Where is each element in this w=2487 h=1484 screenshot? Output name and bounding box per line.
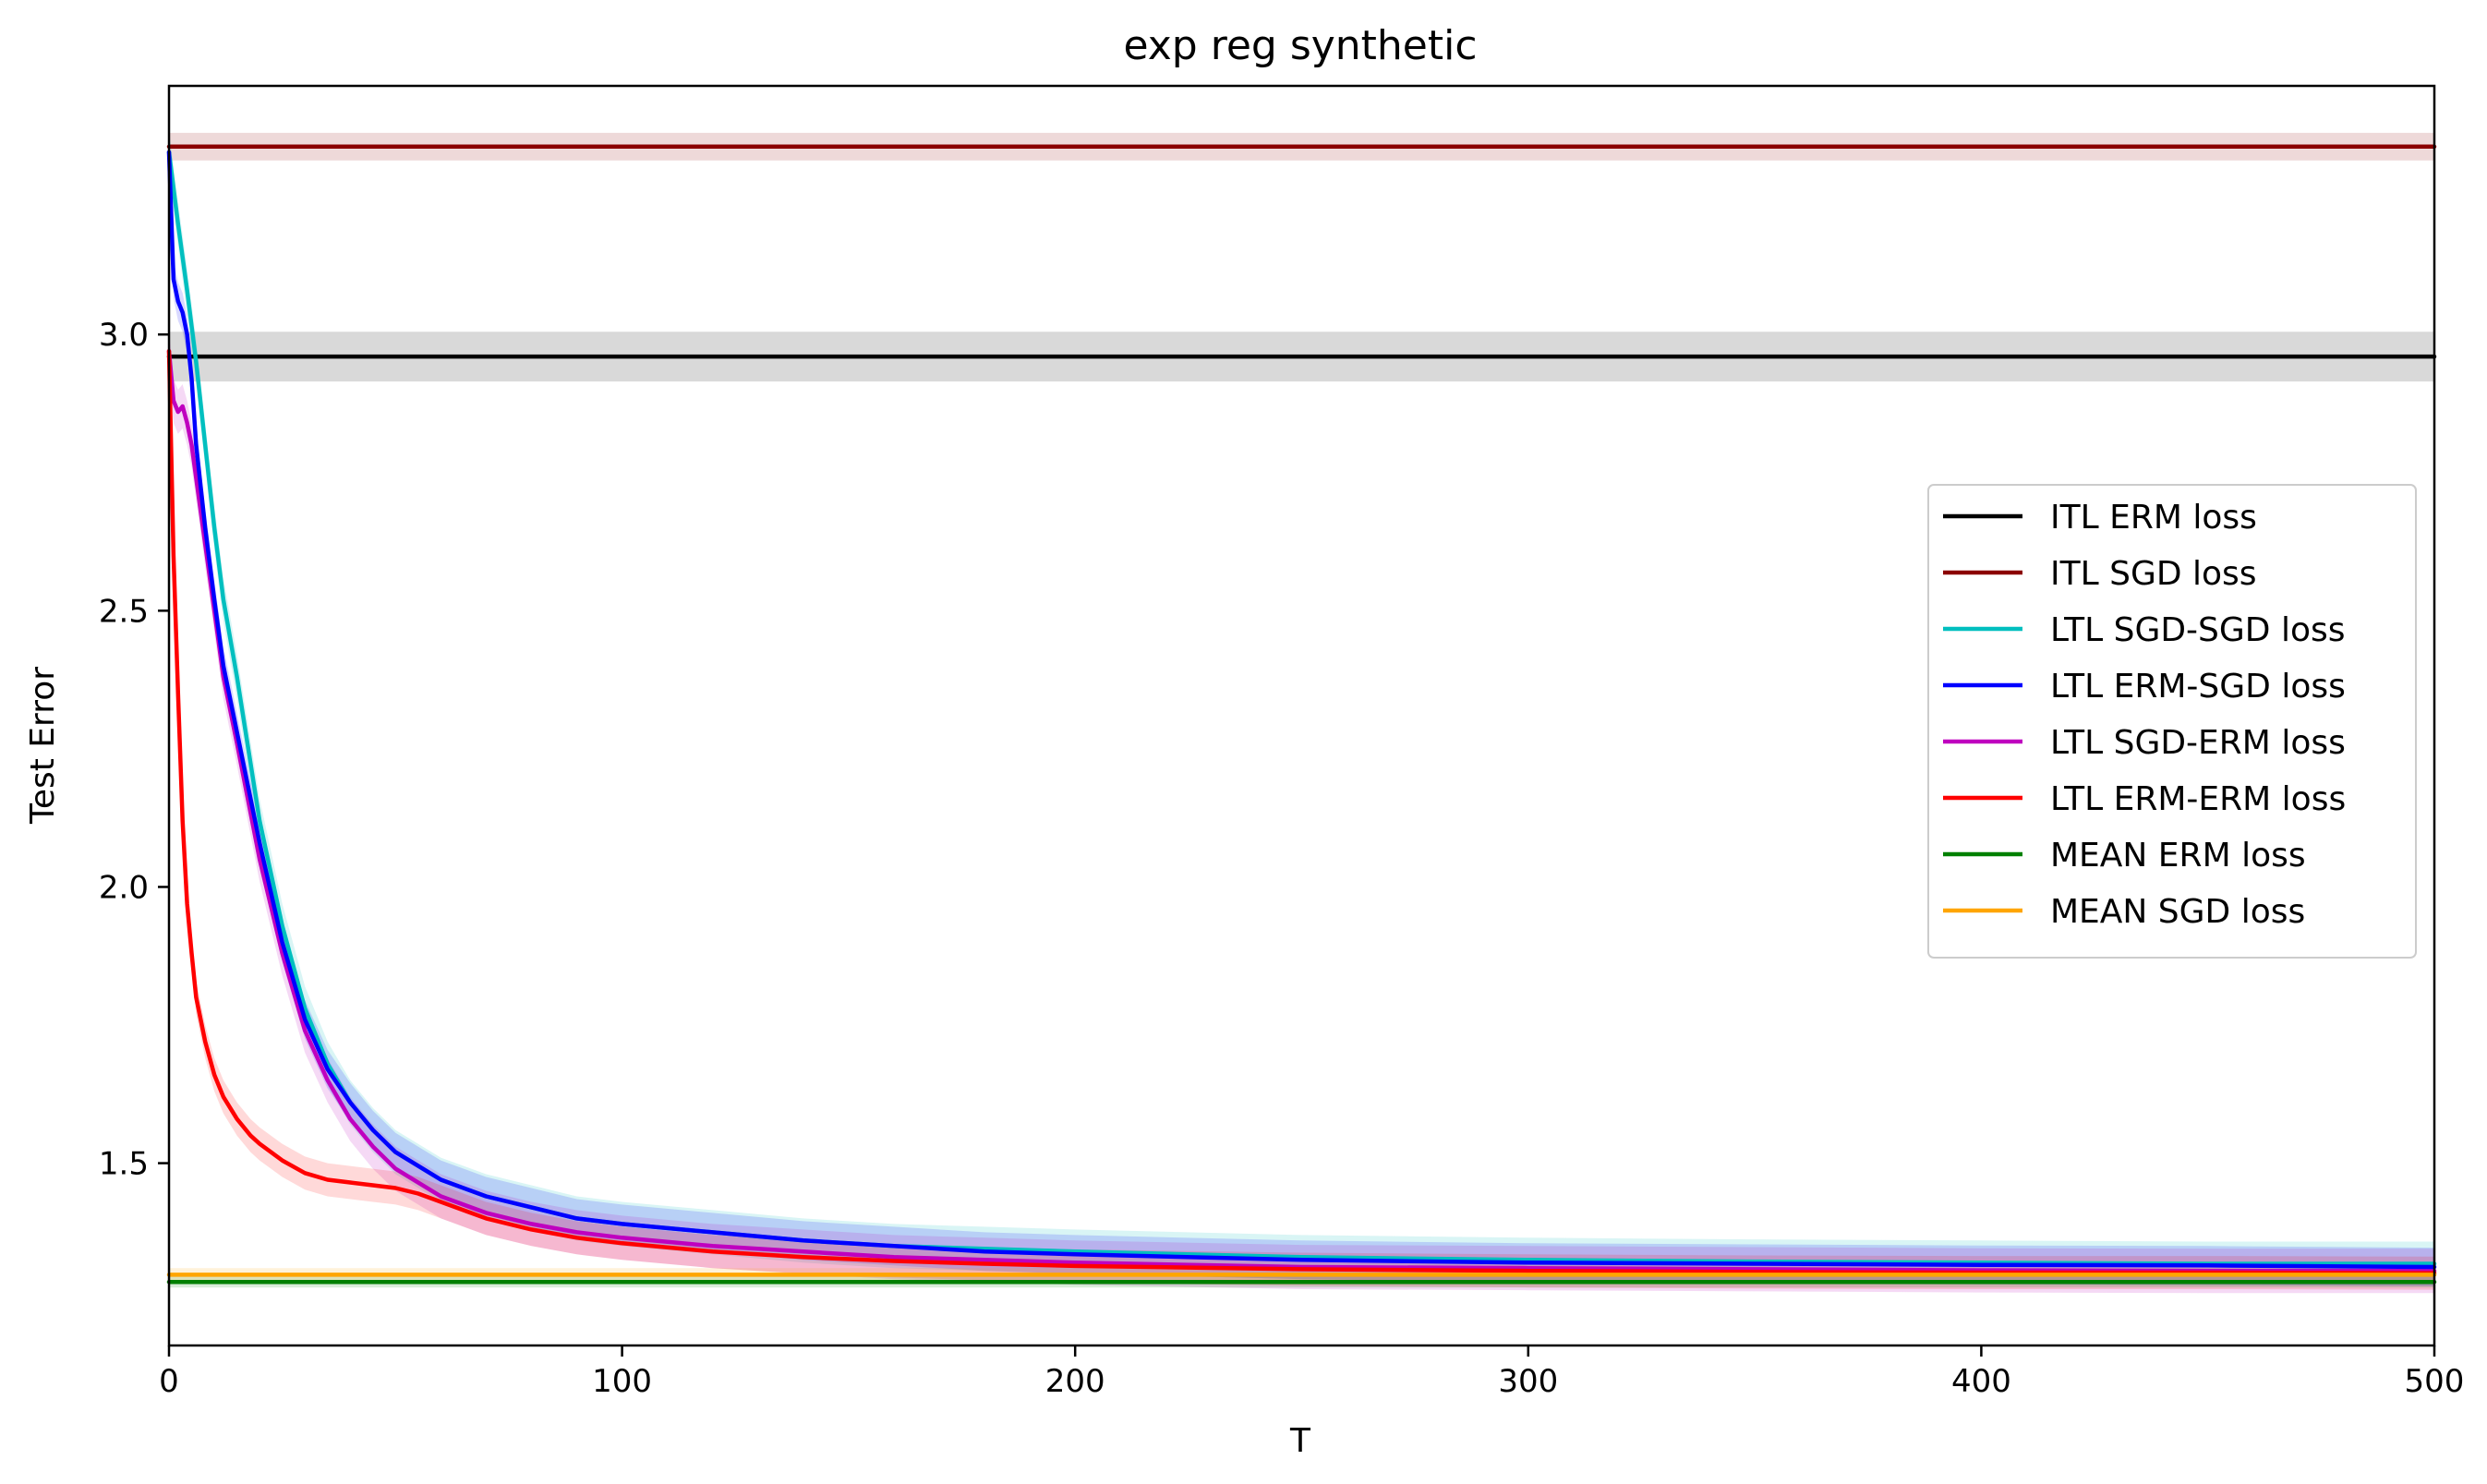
legend: ITL ERM loss ITL SGD loss LTL SGD-SGD loss…	[1927, 484, 2417, 959]
x-axis: 0 100 200 300 400 500	[159, 1345, 2464, 1400]
legend-box	[1927, 484, 2417, 959]
legend-label: ITL ERM loss	[2050, 499, 2257, 537]
x-tick-label: 100	[592, 1363, 652, 1400]
legend-label: MEAN SGD loss	[2050, 893, 2305, 931]
legend-label: LTL ERM-ERM loss	[2050, 780, 2346, 818]
y-tick-label: 3.0	[99, 317, 149, 354]
y-axis: 1.5 2.0 2.5 3.0	[99, 317, 169, 1183]
series-line-5	[166, 348, 2437, 1275]
legend-label: MEAN ERM loss	[2050, 837, 2306, 875]
x-tick-label: 200	[1045, 1363, 1105, 1400]
y-axis-label: Test Error	[24, 667, 62, 825]
y-tick-label: 2.5	[99, 593, 149, 630]
legend-label: LTL SGD-SGD loss	[2050, 611, 2346, 649]
plot-frame	[167, 84, 2436, 1347]
legend-label: LTL ERM-SGD loss	[2050, 668, 2346, 706]
chart-title: exp reg synthetic	[1123, 22, 1477, 69]
x-tick-label: 500	[2405, 1363, 2465, 1400]
y-tick-label: 2.0	[99, 869, 149, 906]
series-lines	[166, 144, 2437, 1285]
series-line-4	[166, 348, 2437, 1273]
x-tick-label: 0	[159, 1363, 179, 1400]
legend-label: LTL SGD-ERM loss	[2050, 724, 2346, 762]
legend-label: ITL SGD loss	[2050, 555, 2257, 593]
x-tick-label: 400	[1951, 1363, 2011, 1400]
y-tick-label: 1.5	[99, 1146, 149, 1183]
x-axis-label: T	[1289, 1422, 1311, 1460]
series-line-3	[166, 150, 2437, 1270]
confidence-band-5	[169, 334, 2434, 1290]
x-tick-label: 300	[1498, 1363, 1558, 1400]
